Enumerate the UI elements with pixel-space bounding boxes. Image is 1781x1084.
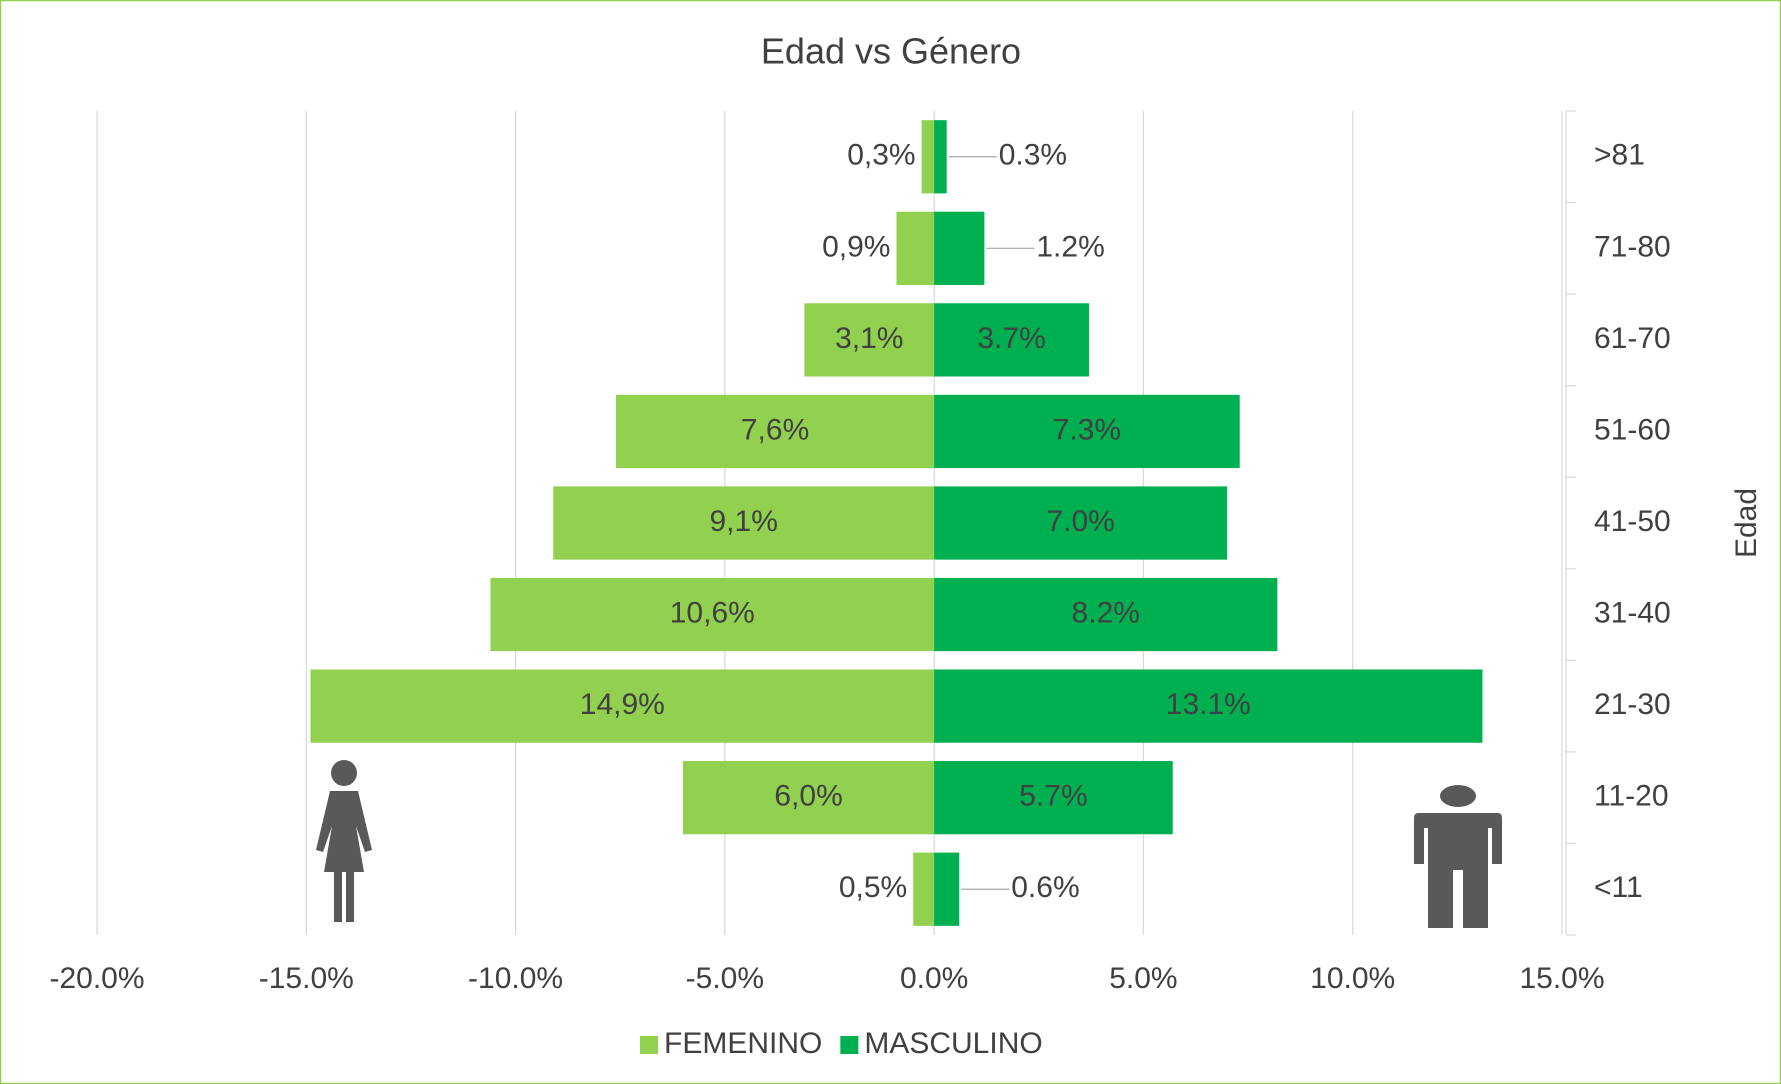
data-label: 0,9% [822,230,890,263]
y-tick-label: 31-40 [1594,596,1671,629]
y-tick-label: 71-80 [1594,230,1671,263]
data-label: 3.7% [977,322,1045,355]
bar [934,486,1228,560]
y-tick-label: 51-60 [1594,413,1671,446]
x-tick-label: -5.0% [686,962,764,995]
data-label: 10,6% [670,596,755,629]
bar [310,669,935,743]
bar [921,120,935,194]
data-label: 5.7% [1019,780,1087,813]
data-label: 9,1% [709,505,777,538]
legend-swatch [840,1036,859,1054]
female-icon [316,760,372,922]
data-label: 0,5% [839,871,907,904]
data-label: 0.6% [1011,871,1079,904]
chart-title: Edad vs Género [761,31,1021,72]
data-label: 0,3% [847,139,915,172]
bar [490,577,935,652]
bar [934,852,960,926]
legend-swatch [640,1036,658,1054]
data-label: 14,9% [580,688,665,721]
y-tick-label: 41-50 [1594,505,1671,538]
x-tick-label: 10.0% [1310,962,1395,995]
data-label: 7.0% [1046,505,1114,538]
data-label: 6,0% [774,780,842,813]
y-tick-label: >81 [1594,139,1645,172]
bar [913,852,935,926]
y-tick-label: <11 [1594,871,1643,904]
x-tick-label: -10.0% [468,962,563,995]
male-icon [1414,785,1502,928]
bar [934,211,985,285]
x-tick-label: 0.0% [900,962,968,995]
bar [934,120,947,194]
bar [934,761,1173,835]
y-axis-label: Edad [1730,488,1763,558]
bar [616,394,935,469]
bar [553,486,935,560]
x-tick-label: 5.0% [1109,962,1177,995]
bar [934,669,1483,743]
bar [804,303,935,377]
y-tick-label: 61-70 [1594,322,1671,355]
legend-label: MASCULINO [864,1027,1042,1060]
data-label: 13.1% [1166,688,1251,721]
data-label: 7,6% [741,413,809,446]
bar [934,394,1240,469]
data-label: 0.3% [999,139,1067,172]
bar [934,577,1278,652]
x-tick-label: 15.0% [1519,962,1604,995]
x-tick-label: -15.0% [259,962,354,995]
bar [934,303,1090,377]
data-label: 8.2% [1072,596,1140,629]
legend-label: FEMENINO [664,1027,822,1060]
bar [683,761,935,835]
y-tick-label: 11-20 [1594,780,1669,813]
data-label: 3,1% [835,322,903,355]
bar [896,211,935,285]
x-tick-label: -20.0% [49,962,144,995]
y-tick-label: 21-30 [1594,688,1671,721]
data-label: 7.3% [1053,413,1121,446]
data-label: 1.2% [1036,230,1104,263]
